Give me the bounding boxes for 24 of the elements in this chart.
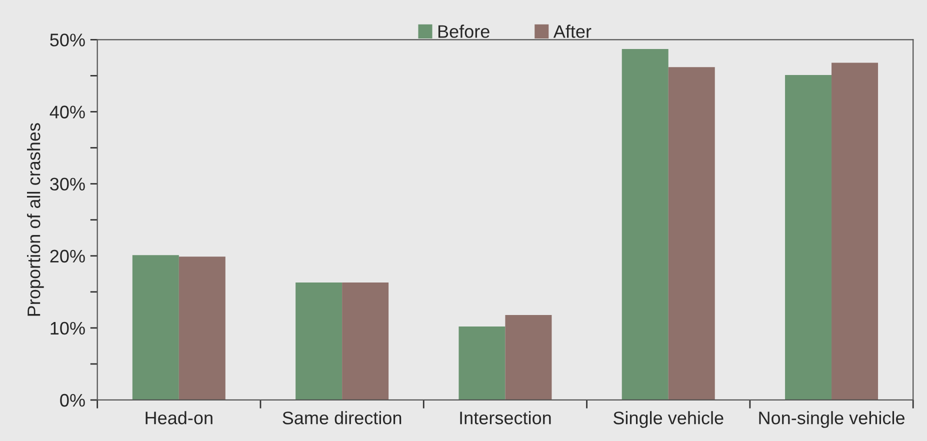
y-tick-label: 10%: [50, 322, 85, 335]
legend-label: After: [553, 24, 592, 38]
x-tick-label: Intersection: [460, 411, 551, 424]
x-tick-label: Head-on: [146, 411, 212, 424]
x-tick-label: Same direction: [282, 411, 402, 424]
bar: [178, 256, 226, 400]
x-tick-label: Non-single vehicle: [759, 411, 904, 428]
y-axis-title: Proportion of all crashes: [27, 123, 44, 316]
bar: [785, 75, 832, 400]
bar: [832, 62, 878, 400]
bar: [342, 282, 389, 400]
bar: [505, 314, 552, 400]
x-tick-label: Single vehicle: [613, 411, 724, 428]
bar: [458, 326, 506, 400]
y-tick-label: 40%: [50, 106, 85, 118]
y-tick-label: 20%: [50, 250, 85, 263]
y-tick-label: 50%: [50, 34, 85, 46]
bar: [668, 67, 715, 400]
bar: [132, 255, 179, 400]
bar: [296, 282, 342, 400]
y-tick-label: 30%: [50, 178, 85, 191]
legend-label: Before: [438, 24, 490, 38]
bar: [622, 49, 668, 400]
y-tick-label: 0%: [60, 394, 85, 407]
